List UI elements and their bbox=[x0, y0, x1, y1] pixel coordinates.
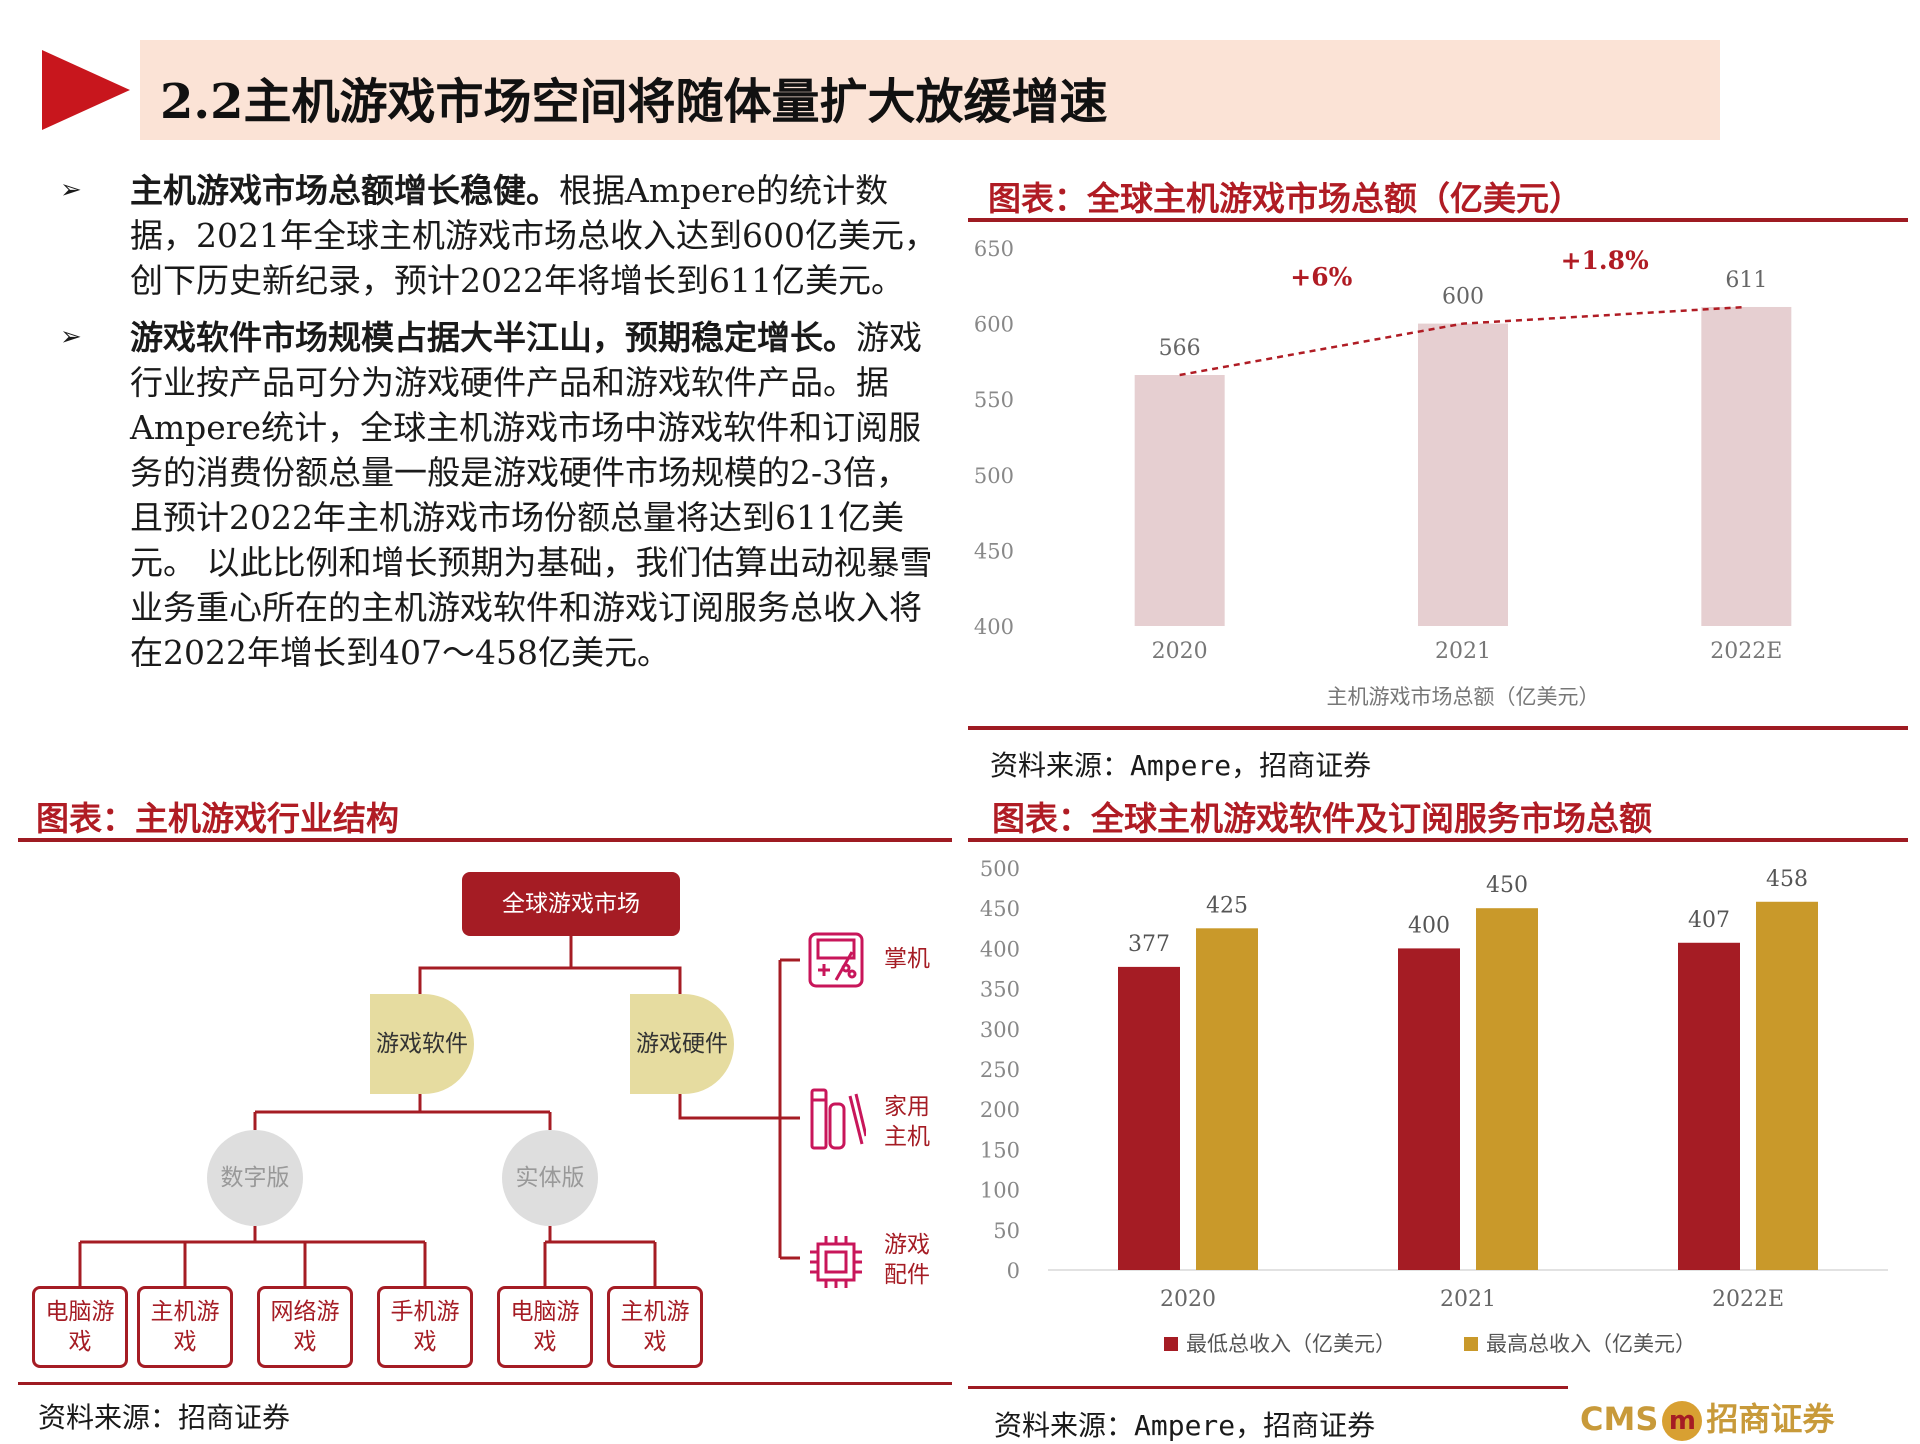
org-leaf-pc: 电脑游戏 bbox=[32, 1286, 128, 1368]
chart2-bottom-rule bbox=[968, 1386, 1568, 1389]
bar bbox=[1678, 942, 1740, 1270]
x-tick-label: 2020 bbox=[1152, 639, 1208, 664]
hw-label-handheld: 掌机 bbox=[884, 946, 930, 972]
x-axis-label: 主机游戏市场总额（亿美元） bbox=[1327, 685, 1600, 709]
org-hardware: 游戏硬件 bbox=[630, 994, 734, 1094]
data-label: 450 bbox=[1486, 873, 1528, 898]
chart2-source: 资料来源：Ampere，招商证券 bbox=[994, 1409, 1376, 1442]
y-tick-label: 50 bbox=[993, 1219, 1020, 1243]
page-title: 2.2主机游戏市场空间将随体量扩大放缓增速 bbox=[160, 74, 1108, 130]
chart2-svg: 0 50 100 150 200 250 300 350 400 450 500 377 425 2020… bbox=[980, 857, 1888, 1356]
org-software: 游戏软件 bbox=[370, 994, 474, 1094]
bar bbox=[1398, 948, 1460, 1270]
legend-swatch bbox=[1164, 1337, 1178, 1351]
data-label: 377 bbox=[1128, 932, 1170, 957]
logo-glyph: m bbox=[1662, 1401, 1703, 1441]
bar bbox=[1134, 375, 1225, 626]
org-leaf-console: 主机游戏 bbox=[137, 1286, 233, 1368]
y-tick-label: 500 bbox=[974, 464, 1014, 488]
console-icon bbox=[810, 1088, 866, 1150]
logo-text-right: 招商证券 bbox=[1706, 1400, 1835, 1438]
org-connectors bbox=[78, 936, 800, 1286]
chip-icon bbox=[810, 1236, 862, 1288]
y-tick-label: 450 bbox=[980, 897, 1020, 921]
logo-text-left: CMS bbox=[1580, 1400, 1659, 1438]
bullet-heading: 游戏软件市场规模占据大半江山，预期稳定增长。 bbox=[130, 318, 856, 357]
legend-label: 最低总收入（亿美元） bbox=[1186, 1332, 1396, 1356]
bullet-item: ➢ 主机游戏市场总额增长稳健。根据Ampere的统计数据，2021年全球主机游戏… bbox=[60, 168, 940, 303]
bar bbox=[1701, 306, 1792, 626]
data-label: 400 bbox=[1408, 913, 1450, 938]
y-tick-label: 150 bbox=[980, 1138, 1020, 1162]
y-tick-label: 300 bbox=[980, 1018, 1020, 1042]
y-tick-label: 250 bbox=[980, 1058, 1020, 1082]
x-tick-label: 2021 bbox=[1435, 639, 1491, 664]
data-label: 600 bbox=[1442, 285, 1484, 310]
org-bottom-rule bbox=[18, 1382, 952, 1385]
y-tick-label: 350 bbox=[980, 978, 1020, 1002]
org-leaf-mobile: 手机游戏 bbox=[377, 1286, 473, 1368]
org-digital: 数字版 bbox=[207, 1130, 303, 1226]
growth-annotation: +6% bbox=[1290, 263, 1352, 292]
bar bbox=[1418, 323, 1508, 626]
x-tick-label: 2021 bbox=[1440, 1287, 1496, 1312]
data-label: 611 bbox=[1725, 268, 1767, 293]
org-leaf-console-physical: 主机游戏 bbox=[607, 1286, 703, 1368]
data-label: 566 bbox=[1159, 336, 1201, 361]
y-tick-label: 200 bbox=[980, 1098, 1020, 1122]
legend-swatch bbox=[1464, 1337, 1478, 1351]
bullet-arrow-icon: ➢ bbox=[60, 322, 82, 352]
handheld-icon bbox=[808, 932, 864, 988]
title-arrow-icon bbox=[42, 50, 130, 130]
bar bbox=[1756, 901, 1818, 1270]
bar bbox=[1476, 908, 1538, 1270]
chart1-title: 图表：全球主机游戏市场总额（亿美元） bbox=[988, 179, 1582, 218]
legend-label: 最高总收入（亿美元） bbox=[1486, 1332, 1696, 1356]
y-tick-label: 600 bbox=[974, 313, 1014, 337]
org-title: 图表：主机游戏行业结构 bbox=[36, 799, 399, 838]
hw-label-accessory: 游戏配件 bbox=[884, 1232, 930, 1288]
bullet-heading: 主机游戏市场总额增长稳健。 bbox=[130, 171, 559, 210]
bar bbox=[1118, 966, 1180, 1270]
y-tick-label: 500 bbox=[980, 857, 1020, 881]
bullet-text: 游戏行业按产品可分为游戏硬件产品和游戏软件产品。据Ampere统计，全球主机游戏… bbox=[130, 318, 933, 672]
cms-logo: CMS m 招商证券 bbox=[1580, 1394, 1834, 1441]
chart1-source: 资料来源：Ampere，招商证券 bbox=[990, 749, 1372, 782]
x-tick-label: 2022E bbox=[1710, 639, 1782, 664]
bullet-item: ➢ 游戏软件市场规模占据大半江山，预期稳定增长。游戏行业按产品可分为游戏硬件产品… bbox=[60, 315, 940, 675]
org-leaf-online: 网络游戏 bbox=[257, 1286, 353, 1368]
chart1-svg: 400 450 500 550 600 650 566 2020 600 2021 611 2022E… bbox=[974, 237, 1792, 709]
data-label: 407 bbox=[1688, 908, 1730, 933]
growth-annotation: +1.8% bbox=[1561, 246, 1649, 275]
y-tick-label: 550 bbox=[974, 388, 1014, 412]
bullet-list: ➢ 主机游戏市场总额增长稳健。根据Ampere的统计数据，2021年全球主机游戏… bbox=[60, 168, 940, 687]
org-physical: 实体版 bbox=[502, 1130, 598, 1226]
hw-label-console: 家用主机 bbox=[884, 1094, 930, 1150]
org-root: 全球游戏市场 bbox=[462, 872, 680, 936]
chart1-top-rule bbox=[968, 218, 1908, 222]
y-tick-label: 450 bbox=[974, 539, 1014, 563]
y-tick-label: 650 bbox=[974, 237, 1014, 261]
data-label: 458 bbox=[1766, 867, 1808, 892]
y-tick-label: 0 bbox=[1007, 1259, 1020, 1283]
chart1-bottom-rule bbox=[968, 726, 1908, 730]
y-tick-label: 400 bbox=[980, 937, 1020, 961]
chart2-top-rule bbox=[968, 838, 1908, 842]
bar bbox=[1196, 928, 1258, 1270]
bullet-arrow-icon: ➢ bbox=[60, 175, 82, 205]
title-band bbox=[140, 40, 1720, 140]
data-label: 425 bbox=[1206, 893, 1248, 918]
org-leaf-pc-physical: 电脑游戏 bbox=[497, 1286, 593, 1368]
chart2-title: 图表：全球主机游戏软件及订阅服务市场总额 bbox=[992, 799, 1652, 838]
y-tick-label: 400 bbox=[974, 615, 1014, 639]
bullet-text: 根据Ampere的统计数据，2021年全球主机游戏市场总收入达到600亿美元，创… bbox=[130, 171, 937, 300]
trend-line bbox=[1179, 305, 1747, 377]
org-source: 资料来源：招商证券 bbox=[38, 1401, 291, 1434]
org-top-rule bbox=[18, 838, 952, 842]
x-tick-label: 2022E bbox=[1712, 1287, 1784, 1312]
y-tick-label: 100 bbox=[980, 1179, 1020, 1203]
x-tick-label: 2020 bbox=[1160, 1287, 1216, 1312]
